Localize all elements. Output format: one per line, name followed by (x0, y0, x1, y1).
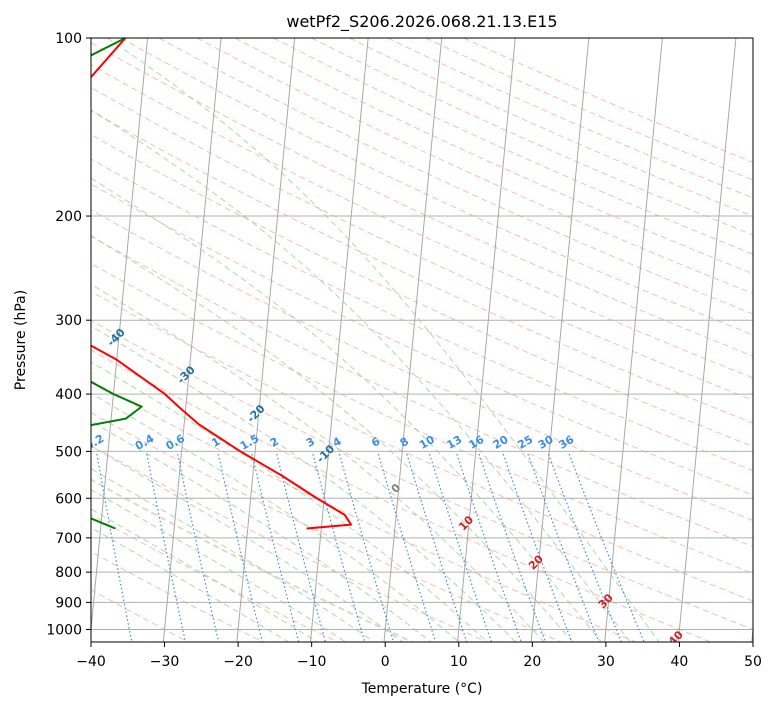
dry-adiabat (120, 38, 753, 336)
x-tick-label: 40 (671, 654, 689, 670)
y-tick-label: 1000 (46, 622, 82, 638)
dry-adiabat (196, 38, 753, 295)
profile-lines (91, 38, 353, 530)
dry-adiabat (91, 319, 753, 631)
mixing-ratio-line (456, 453, 522, 642)
dry-adiabat (91, 262, 753, 574)
moist-adiabat (91, 526, 289, 642)
moist-adiabat (91, 468, 375, 642)
isotherm-line (604, 38, 663, 642)
x-tick-label: −10 (297, 654, 327, 670)
x-tick-label: 10 (450, 654, 468, 670)
isotherm-line (236, 38, 296, 642)
mixing-ratio-line (547, 453, 622, 642)
mixing-ratio-line (276, 453, 327, 642)
x-tick-label: −40 (76, 654, 106, 670)
isobar-grid (91, 38, 753, 630)
dry-adiabat (91, 380, 637, 642)
temperature-profile (91, 38, 353, 530)
moist-adiabat (91, 445, 403, 642)
x-tick-label: 30 (597, 654, 615, 670)
moist-adiabat (91, 177, 602, 642)
dry-adiabat (91, 444, 488, 642)
isotherm-line (530, 38, 590, 642)
moist-adiabat (91, 392, 460, 642)
moist-adiabat (91, 109, 631, 642)
y-tick-label: 200 (55, 209, 82, 225)
isotherm-line (91, 38, 148, 635)
mixing-ratio-lines (96, 453, 645, 642)
dry-adiabat (91, 64, 753, 379)
isotherm-line (383, 38, 443, 642)
dry-adiabat (311, 38, 753, 236)
mixing-ratio-line (502, 453, 573, 642)
mixing-ratio-line (568, 453, 645, 642)
dry-adiabat (91, 235, 753, 548)
y-tick-label: 600 (55, 491, 82, 507)
x-axis-ticks: −40 −30 −20 −10 0 10 20 30 40 50 (76, 642, 762, 670)
moist-adiabat (107, 38, 660, 642)
dry-adiabat (91, 42, 753, 357)
x-tick-label: −30 (150, 654, 180, 670)
mixing-ratio-line (251, 453, 300, 642)
plot-area: -100-90-80-70-60-50-40-30-20-10010203040… (91, 38, 753, 642)
isotherm-grid (91, 38, 753, 642)
x-axis-label: Temperature (°C) (361, 681, 483, 697)
moist-adiabat (91, 361, 488, 642)
y-tick-label: 900 (55, 595, 82, 611)
moist-adiabat (91, 235, 574, 642)
moist-adiabats (91, 38, 660, 642)
dry-adiabat (387, 38, 753, 199)
moist-adiabat (91, 283, 545, 642)
mixing-ratio-line (478, 453, 546, 642)
dry-adiabat (91, 290, 753, 602)
mixing-ratio-line (406, 453, 468, 642)
moist-adiabat (91, 420, 432, 642)
y-tick-label: 300 (55, 313, 82, 329)
dry-adiabat (463, 38, 753, 163)
y-tick-label: 500 (55, 444, 82, 460)
isotherm-line (677, 38, 737, 642)
mixing-ratio-line (377, 453, 437, 642)
mixing-ratio-line (177, 453, 220, 642)
dry-adiabat (91, 133, 753, 448)
y-tick-label: 100 (55, 31, 82, 47)
mixing-ratio-line (312, 453, 366, 642)
x-tick-label: 20 (523, 654, 541, 670)
isotherm-line (309, 38, 369, 642)
plot-frame (90, 37, 754, 643)
x-tick-label: 0 (381, 654, 390, 670)
dry-adiabat (91, 478, 413, 642)
y-tick-label: 400 (55, 387, 82, 403)
mixing-ratio-line (429, 453, 493, 642)
isotherm-line (457, 38, 516, 642)
y-tick-label: 700 (55, 531, 82, 547)
mixing-ratio-line (217, 453, 263, 642)
dry-adiabats (91, 38, 753, 642)
isotherm-line (162, 38, 222, 642)
mixing-ratio-line (338, 453, 395, 642)
y-tick-label: 800 (55, 565, 82, 581)
dry-adiabat (91, 158, 753, 472)
mixing-ratio-line (527, 453, 600, 642)
chart-title: wetPf2_S206.2026.068.21.13.E15 (286, 12, 557, 32)
y-axis-label: Pressure (hPa) (13, 290, 29, 390)
moist-adiabat (91, 508, 318, 642)
x-tick-label: 50 (744, 654, 762, 670)
y-axis-ticks: 100 200 300 400 500 600 700 800 900 1000 (46, 31, 91, 638)
dry-adiabat (91, 86, 753, 401)
moist-adiabat (91, 325, 516, 642)
dry-adiabat (273, 38, 753, 255)
x-tick-label: −20 (223, 654, 253, 670)
